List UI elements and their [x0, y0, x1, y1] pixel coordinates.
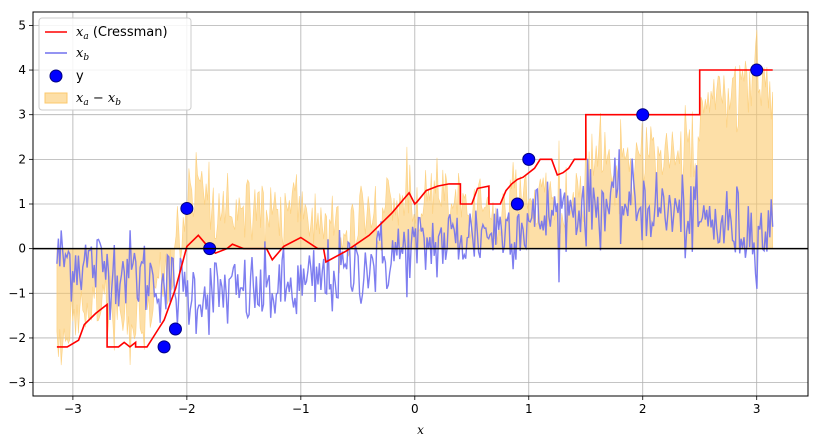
y-tick-label: 3 [18, 108, 26, 122]
legend-xa-label: xa (Cressman) [76, 25, 168, 42]
y-tick-label: 2 [18, 152, 26, 166]
observation-point [157, 340, 171, 354]
x-tick-label: −3 [64, 402, 82, 416]
y-tick-label: 0 [18, 242, 26, 256]
observation-point [168, 322, 182, 336]
y-ticks: −3 −2 −1 0 1 2 3 4 5 [8, 18, 33, 390]
x-axis-label: x [417, 423, 424, 437]
legend-diff-label: xa − xb [76, 91, 121, 108]
x-ticks: −3 −2 −1 0 1 2 3 [64, 396, 761, 416]
y-tick-label: 1 [18, 197, 26, 211]
background-series-line [56, 149, 774, 335]
legend-xb-label: xb [76, 46, 89, 63]
y-tick-label: −1 [8, 286, 26, 300]
x-tick-label: 2 [639, 402, 647, 416]
y-tick-label: −2 [8, 331, 26, 345]
x-tick-label: 0 [411, 402, 419, 416]
observation-point [750, 63, 764, 77]
legend-y-label: y [76, 69, 84, 84]
y-tick-label: 5 [18, 18, 26, 32]
observation-point [510, 197, 524, 211]
y-tick-label: −3 [8, 376, 26, 390]
observation-point [522, 152, 536, 166]
background-series-layer [56, 149, 774, 335]
cressman-series-layer [56, 69, 773, 348]
legend: xa (Cressman) xb y xa − xb [38, 17, 192, 111]
x-tick-label: −1 [292, 402, 310, 416]
y-tick-label: 4 [18, 63, 26, 77]
legend-box [38, 17, 192, 111]
legend-y-swatch [49, 69, 63, 83]
observation-points-layer [157, 63, 764, 354]
x-tick-label: −2 [178, 402, 196, 416]
legend-diff-swatch [44, 92, 68, 104]
x-tick-label: 3 [753, 402, 761, 416]
x-tick-label: 1 [525, 402, 533, 416]
cressman-series-line [56, 69, 773, 348]
observation-point [636, 108, 650, 122]
observation-point [180, 201, 194, 215]
